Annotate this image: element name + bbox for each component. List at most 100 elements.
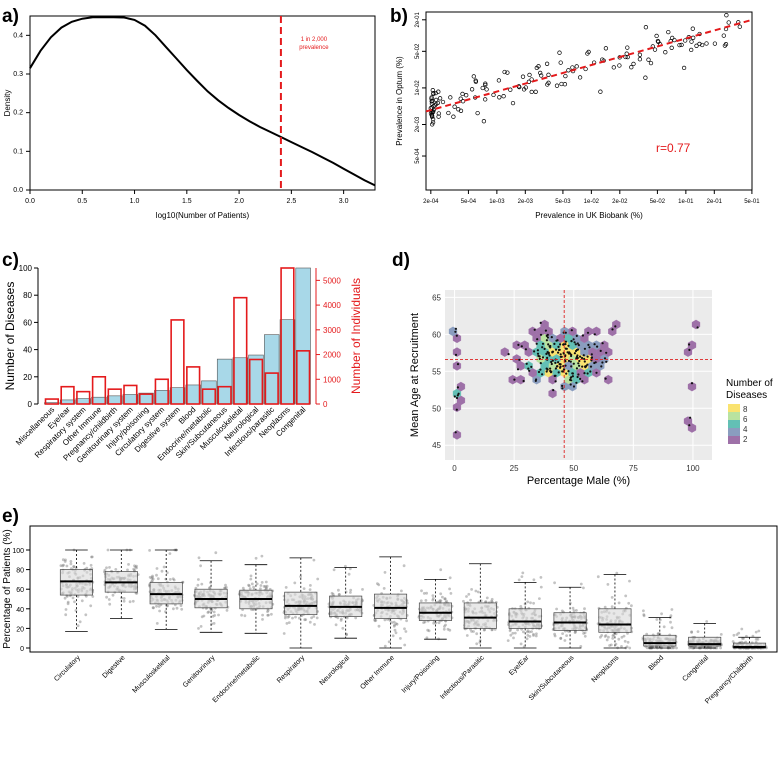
jitter-point: [90, 555, 94, 559]
jitter-point: [308, 620, 312, 624]
jitter-point: [642, 614, 646, 618]
scatter-point: [505, 70, 510, 75]
jitter-point: [282, 632, 286, 635]
jitter-point: [383, 618, 387, 622]
disease-point: [541, 346, 544, 349]
jitter-point: [719, 646, 722, 650]
jitter-point: [91, 595, 95, 598]
category-label: Congenital: [681, 654, 710, 683]
scatter-point: [585, 51, 590, 56]
jitter-point: [688, 646, 691, 650]
jitter-point: [210, 609, 214, 613]
disease-point: [564, 343, 567, 346]
disease-point: [690, 382, 694, 385]
jitter-point: [315, 616, 319, 620]
box: [598, 608, 632, 633]
scatter-point: [737, 24, 742, 29]
jitter-point: [583, 607, 586, 611]
disease-point: [614, 325, 617, 328]
scatter-point: [566, 68, 571, 73]
scatter-point: [623, 54, 628, 60]
jitter-point: [532, 632, 535, 636]
jitter-point: [158, 609, 162, 613]
disease-point: [559, 353, 562, 356]
jitter-point: [162, 565, 166, 569]
x-tick-label: 5e-04: [461, 199, 477, 205]
jitter-point: [254, 556, 258, 560]
disease-point: [537, 354, 540, 358]
jitter-point: [74, 609, 78, 612]
jitter-point: [212, 622, 216, 625]
jitter-point: [624, 594, 628, 598]
jitter-point: [425, 636, 429, 640]
disease-point: [564, 360, 567, 363]
disease-point: [551, 351, 554, 354]
disease-point: [577, 362, 580, 365]
scatter-point: [484, 87, 489, 92]
y-tick-label: 55: [432, 367, 441, 376]
jitter-point: [740, 627, 744, 631]
jitter-point: [128, 600, 132, 604]
disease-point: [564, 354, 567, 357]
jitter-point: [400, 589, 403, 593]
jitter-point: [526, 600, 530, 604]
jitter-point: [689, 646, 693, 649]
jitter-point: [349, 591, 352, 594]
jitter-point: [532, 601, 535, 605]
jitter-point: [180, 607, 184, 611]
scatter-point: [429, 96, 434, 101]
scatter-point: [726, 20, 731, 25]
jitter-point: [304, 618, 308, 621]
jitter-point: [626, 632, 629, 635]
jitter-point: [78, 620, 82, 624]
jitter-point: [449, 592, 453, 595]
scatter-point: [481, 119, 487, 124]
jitter-point: [528, 635, 532, 638]
jitter-point: [126, 568, 129, 572]
jitter-point: [432, 621, 436, 625]
jitter-point: [525, 630, 529, 634]
jitter-point: [390, 621, 394, 624]
jitter-point: [756, 637, 760, 641]
y-tick-label: 1e-02: [415, 80, 421, 96]
jitter-point: [446, 627, 450, 631]
scatter-point: [520, 74, 526, 79]
jitter-point: [338, 593, 341, 596]
disease-point: [549, 367, 552, 370]
jitter-point: [519, 642, 523, 646]
jitter-point: [751, 634, 755, 638]
jitter-point: [111, 593, 115, 597]
scatter-point: [712, 41, 718, 46]
scatter-point: [429, 112, 434, 118]
disease-point: [574, 343, 577, 346]
jitter-point: [609, 643, 613, 647]
jitter-point: [313, 623, 316, 626]
disease-point: [525, 362, 528, 365]
jitter-point: [553, 632, 556, 636]
scatter-point: [643, 75, 648, 80]
jitter-point: [690, 631, 693, 634]
disease-point: [558, 363, 561, 366]
trend-line: [425, 18, 753, 113]
scatter-point: [502, 69, 507, 75]
jitter-point: [596, 575, 600, 579]
legend-swatch: [728, 412, 740, 420]
disease-point: [556, 339, 559, 342]
y-tick-label: 0.3: [13, 71, 23, 78]
hex-bin: [687, 381, 697, 392]
jitter-point: [214, 551, 218, 555]
jitter-point: [443, 625, 446, 628]
scatter-point: [558, 60, 563, 65]
jitter-point: [627, 601, 631, 605]
scatter-point: [440, 99, 446, 105]
disease-point: [581, 380, 584, 383]
disease-point: [513, 378, 516, 381]
disease-point: [583, 357, 586, 360]
disease-point: [546, 351, 549, 354]
scatter-point: [577, 75, 583, 80]
scatter-point: [666, 29, 671, 35]
jitter-point: [513, 631, 517, 635]
chart-b-scatter: 2e-04 5e-04 1e-03 2e-03 5e-03 1e-02 2e-02 5e-02…: [395, 11, 760, 220]
disease-bar: [169, 387, 186, 405]
jitter-point: [84, 613, 88, 617]
